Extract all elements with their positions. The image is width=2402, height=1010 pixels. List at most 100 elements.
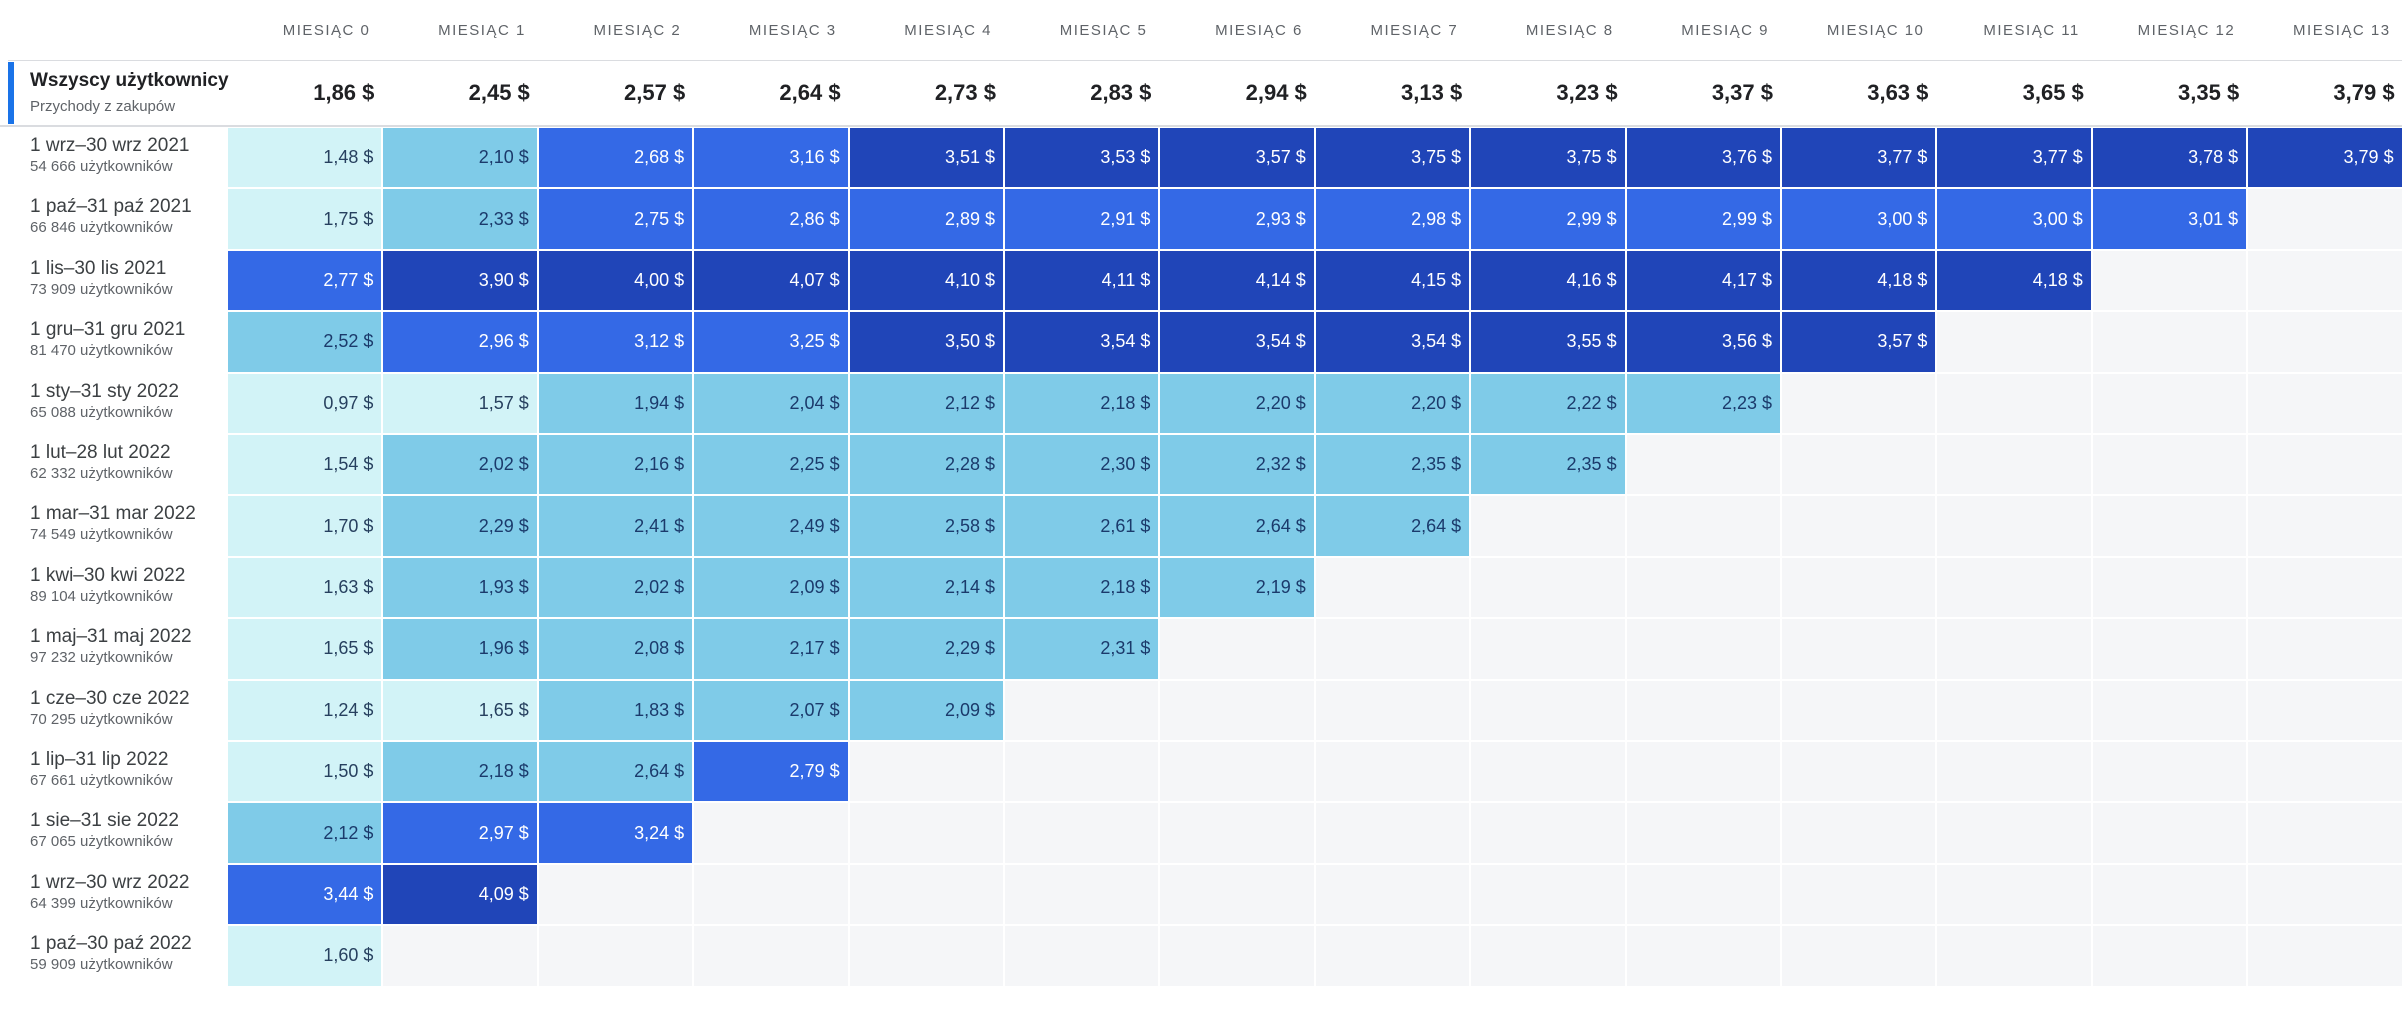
heatmap-cell[interactable]: 2,18 $ [1005, 557, 1159, 618]
heatmap-cell[interactable]: 3,00 $ [1782, 189, 1936, 249]
heatmap-cell[interactable]: 4,14 $ [1160, 250, 1314, 311]
heatmap-cell[interactable]: 2,35 $ [1315, 435, 1470, 495]
heatmap-cell[interactable]: 3,56 $ [1626, 312, 1780, 372]
heatmap-cell[interactable]: 2,12 $ [228, 803, 382, 863]
heatmap-cell[interactable]: 3,16 $ [694, 128, 848, 188]
heatmap-cell[interactable]: 3,77 $ [1782, 128, 1936, 188]
heatmap-cell[interactable]: 2,09 $ [849, 680, 1003, 740]
heatmap-cell[interactable]: 4,00 $ [538, 250, 693, 311]
heatmap-cell[interactable]: 2,29 $ [383, 496, 537, 556]
heatmap-cell[interactable]: 3,75 $ [1315, 128, 1470, 188]
heatmap-cell[interactable]: 2,68 $ [538, 128, 693, 188]
heatmap-cell[interactable]: 3,25 $ [694, 312, 848, 372]
heatmap-cell[interactable]: 3,00 $ [1937, 189, 2091, 249]
heatmap-cell[interactable]: 2,64 $ [1315, 496, 1470, 556]
heatmap-cell[interactable]: 2,89 $ [849, 189, 1003, 249]
heatmap-cell[interactable]: 2,12 $ [849, 373, 1003, 433]
heatmap-cell[interactable]: 1,65 $ [228, 619, 382, 679]
heatmap-cell[interactable]: 4,18 $ [1937, 250, 2091, 311]
heatmap-cell[interactable]: 3,90 $ [383, 250, 537, 311]
heatmap-cell[interactable]: 2,99 $ [1626, 189, 1780, 249]
heatmap-cell[interactable]: 2,07 $ [694, 680, 848, 740]
heatmap-cell[interactable]: 2,10 $ [383, 128, 537, 188]
heatmap-cell[interactable]: 2,52 $ [228, 312, 382, 372]
heatmap-cell[interactable]: 2,79 $ [694, 742, 848, 802]
heatmap-cell[interactable]: 2,20 $ [1160, 373, 1314, 433]
heatmap-cell[interactable]: 3,51 $ [849, 128, 1003, 188]
heatmap-cell[interactable]: 2,32 $ [1160, 435, 1314, 495]
heatmap-cell[interactable]: 2,29 $ [849, 619, 1003, 679]
heatmap-cell[interactable]: 4,17 $ [1626, 250, 1780, 311]
heatmap-cell[interactable]: 3,78 $ [2092, 128, 2247, 188]
heatmap-cell[interactable]: 1,70 $ [228, 496, 382, 556]
heatmap-cell[interactable]: 2,86 $ [694, 189, 848, 249]
heatmap-cell[interactable]: 1,48 $ [228, 128, 382, 188]
heatmap-cell[interactable]: 2,64 $ [1160, 496, 1314, 556]
heatmap-cell[interactable]: 1,65 $ [383, 680, 537, 740]
heatmap-cell[interactable]: 4,10 $ [849, 250, 1003, 311]
heatmap-cell[interactable]: 2,31 $ [1005, 619, 1159, 679]
heatmap-cell[interactable]: 2,75 $ [538, 189, 693, 249]
heatmap-cell[interactable]: 3,44 $ [228, 864, 382, 925]
heatmap-cell[interactable]: 3,50 $ [849, 312, 1003, 372]
heatmap-cell[interactable]: 3,54 $ [1005, 312, 1159, 372]
heatmap-cell[interactable]: 1,83 $ [538, 680, 693, 740]
heatmap-cell[interactable]: 2,64 $ [538, 742, 693, 802]
heatmap-cell[interactable]: 3,57 $ [1782, 312, 1936, 372]
heatmap-cell[interactable]: 1,93 $ [383, 557, 537, 618]
heatmap-cell[interactable]: 2,19 $ [1160, 557, 1314, 618]
heatmap-cell[interactable]: 2,04 $ [694, 373, 848, 433]
heatmap-cell[interactable]: 1,75 $ [228, 189, 382, 249]
heatmap-cell[interactable]: 2,49 $ [694, 496, 848, 556]
heatmap-cell[interactable]: 2,58 $ [849, 496, 1003, 556]
heatmap-cell[interactable]: 2,41 $ [538, 496, 693, 556]
heatmap-cell[interactable]: 2,33 $ [383, 189, 537, 249]
heatmap-cell[interactable]: 2,61 $ [1005, 496, 1159, 556]
heatmap-cell[interactable]: 3,24 $ [538, 803, 693, 863]
heatmap-cell[interactable]: 2,16 $ [538, 435, 693, 495]
heatmap-cell[interactable]: 1,60 $ [228, 926, 382, 986]
heatmap-cell[interactable]: 2,97 $ [383, 803, 537, 863]
heatmap-cell[interactable]: 0,97 $ [228, 373, 382, 433]
heatmap-cell[interactable]: 2,09 $ [694, 557, 848, 618]
heatmap-cell[interactable]: 2,35 $ [1471, 435, 1625, 495]
heatmap-cell[interactable]: 3,54 $ [1315, 312, 1470, 372]
heatmap-cell[interactable]: 1,94 $ [538, 373, 693, 433]
heatmap-cell[interactable]: 2,28 $ [849, 435, 1003, 495]
heatmap-cell[interactable]: 2,25 $ [694, 435, 848, 495]
heatmap-cell[interactable]: 2,20 $ [1315, 373, 1470, 433]
heatmap-cell[interactable]: 3,53 $ [1005, 128, 1159, 188]
heatmap-cell[interactable]: 2,96 $ [383, 312, 537, 372]
heatmap-cell[interactable]: 3,55 $ [1471, 312, 1625, 372]
heatmap-cell[interactable]: 2,08 $ [538, 619, 693, 679]
heatmap-cell[interactable]: 2,98 $ [1315, 189, 1470, 249]
heatmap-cell[interactable]: 4,18 $ [1782, 250, 1936, 311]
heatmap-cell[interactable]: 1,57 $ [383, 373, 537, 433]
heatmap-cell[interactable]: 1,96 $ [383, 619, 537, 679]
heatmap-cell[interactable]: 2,22 $ [1471, 373, 1625, 433]
heatmap-cell[interactable]: 2,93 $ [1160, 189, 1314, 249]
heatmap-cell[interactable]: 4,15 $ [1315, 250, 1470, 311]
heatmap-cell[interactable]: 2,02 $ [538, 557, 693, 618]
heatmap-cell[interactable]: 2,30 $ [1005, 435, 1159, 495]
heatmap-cell[interactable]: 3,57 $ [1160, 128, 1314, 188]
heatmap-cell[interactable]: 4,16 $ [1471, 250, 1625, 311]
heatmap-cell[interactable]: 3,01 $ [2092, 189, 2247, 249]
heatmap-cell[interactable]: 2,77 $ [228, 250, 382, 311]
heatmap-cell[interactable]: 4,11 $ [1005, 250, 1159, 311]
heatmap-cell[interactable]: 2,23 $ [1626, 373, 1780, 433]
heatmap-cell[interactable]: 1,54 $ [228, 435, 382, 495]
heatmap-cell[interactable]: 3,77 $ [1937, 128, 2091, 188]
heatmap-cell[interactable]: 2,99 $ [1471, 189, 1625, 249]
heatmap-cell[interactable]: 3,12 $ [538, 312, 693, 372]
heatmap-cell[interactable]: 3,76 $ [1626, 128, 1780, 188]
heatmap-cell[interactable]: 4,07 $ [694, 250, 848, 311]
heatmap-cell[interactable]: 2,91 $ [1005, 189, 1159, 249]
heatmap-cell[interactable]: 3,75 $ [1471, 128, 1625, 188]
heatmap-cell[interactable]: 2,18 $ [383, 742, 537, 802]
heatmap-cell[interactable]: 4,09 $ [383, 864, 537, 925]
heatmap-cell[interactable]: 2,02 $ [383, 435, 537, 495]
heatmap-cell[interactable]: 1,63 $ [228, 557, 382, 618]
heatmap-cell[interactable]: 2,17 $ [694, 619, 848, 679]
heatmap-cell[interactable]: 1,50 $ [228, 742, 382, 802]
